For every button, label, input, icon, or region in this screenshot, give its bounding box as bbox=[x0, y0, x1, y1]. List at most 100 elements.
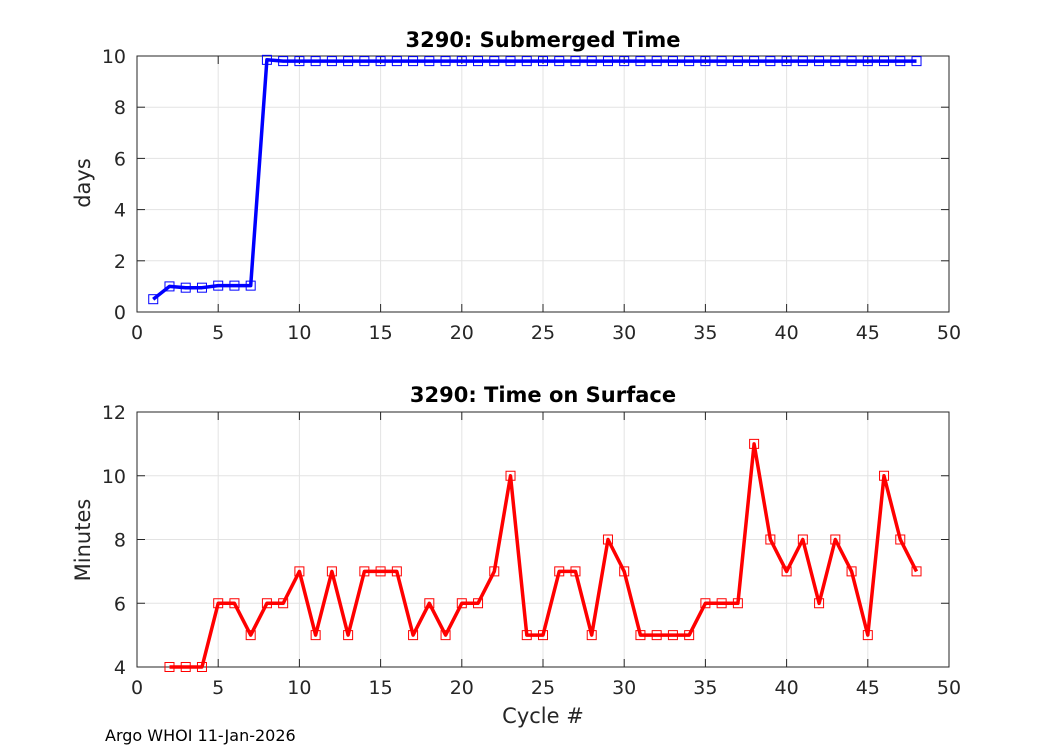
x-tick-label: 50 bbox=[937, 677, 961, 699]
data-point bbox=[310, 56, 321, 67]
y-tick-label: 4 bbox=[114, 657, 126, 679]
data-point bbox=[667, 56, 678, 67]
x-tick-label: 40 bbox=[775, 322, 799, 344]
data-point bbox=[343, 630, 354, 641]
x-tick-label: 20 bbox=[450, 677, 474, 699]
data-point bbox=[570, 56, 581, 67]
data-point bbox=[440, 56, 451, 67]
axes-box bbox=[136, 411, 950, 668]
data-point bbox=[164, 281, 175, 292]
y-tick-label: 6 bbox=[114, 148, 126, 170]
x-tick-label: 15 bbox=[369, 677, 393, 699]
data-point bbox=[830, 534, 841, 545]
y-axis-label: Minutes bbox=[71, 499, 95, 582]
data-point bbox=[408, 56, 419, 67]
data-point bbox=[196, 662, 207, 672]
data-point bbox=[310, 630, 321, 641]
data-point bbox=[196, 282, 207, 293]
data-point bbox=[213, 280, 224, 291]
data-point bbox=[619, 566, 630, 577]
data-point bbox=[765, 56, 776, 67]
data-point bbox=[765, 534, 776, 545]
data-point bbox=[456, 56, 467, 67]
data-point bbox=[879, 56, 890, 67]
data-point bbox=[294, 56, 305, 67]
y-tick-label: 2 bbox=[114, 251, 126, 273]
data-point bbox=[521, 56, 532, 67]
data-point bbox=[359, 56, 370, 67]
data-point bbox=[180, 662, 191, 672]
x-tick-label: 35 bbox=[693, 322, 717, 344]
data-point bbox=[586, 630, 597, 641]
data-point bbox=[505, 470, 516, 481]
data-point bbox=[538, 56, 548, 67]
data-point bbox=[700, 598, 711, 609]
data-point bbox=[862, 630, 873, 641]
data-point bbox=[180, 282, 191, 293]
footer-credit: Argo WHOI 11-Jan-2026 bbox=[105, 726, 296, 745]
data-point bbox=[879, 470, 890, 481]
data-point bbox=[343, 56, 354, 67]
data-point bbox=[554, 56, 565, 67]
y-tick-label: 6 bbox=[114, 593, 126, 615]
x-tick-label: 5 bbox=[212, 322, 224, 344]
data-point bbox=[619, 56, 630, 67]
x-tick-label: 10 bbox=[287, 322, 311, 344]
data-point bbox=[424, 56, 435, 67]
data-point bbox=[538, 630, 548, 641]
data-point bbox=[359, 566, 370, 577]
y-tick-label: 0 bbox=[114, 302, 126, 324]
data-point bbox=[164, 662, 175, 672]
data-point bbox=[635, 56, 646, 67]
data-point bbox=[554, 566, 565, 577]
data-point bbox=[326, 566, 337, 577]
x-tick-label: 0 bbox=[131, 322, 143, 344]
data-point bbox=[749, 438, 760, 449]
x-tick-label: 30 bbox=[612, 677, 636, 699]
data-point bbox=[667, 630, 678, 641]
x-tick-label: 35 bbox=[693, 677, 717, 699]
data-point bbox=[570, 566, 581, 577]
x-tick-label: 45 bbox=[856, 322, 880, 344]
y-tick-label: 10 bbox=[102, 466, 126, 488]
data-point bbox=[375, 566, 386, 577]
data-point bbox=[489, 566, 500, 577]
chart-title: 3290: Time on Surface bbox=[410, 383, 676, 407]
data-point bbox=[473, 598, 484, 609]
data-point bbox=[278, 598, 289, 609]
data-point bbox=[814, 598, 825, 609]
data-point bbox=[830, 56, 841, 67]
data-point bbox=[781, 566, 792, 577]
data-point bbox=[391, 566, 402, 577]
data-point bbox=[586, 56, 597, 67]
data-point bbox=[229, 280, 240, 291]
data-point bbox=[473, 56, 484, 67]
data-point bbox=[846, 566, 857, 577]
data-point bbox=[911, 56, 922, 67]
data-point bbox=[732, 598, 743, 609]
data-point bbox=[440, 630, 451, 641]
series-line bbox=[152, 58, 917, 301]
data-point bbox=[245, 630, 256, 641]
data-point bbox=[814, 56, 825, 67]
x-axis-label: Cycle # bbox=[502, 704, 584, 728]
y-tick-label: 8 bbox=[114, 97, 126, 119]
x-tick-label: 40 bbox=[775, 677, 799, 699]
x-tick-label: 30 bbox=[612, 322, 636, 344]
data-point bbox=[229, 598, 240, 609]
data-point bbox=[391, 56, 402, 67]
data-point bbox=[700, 56, 711, 67]
data-point bbox=[895, 534, 906, 545]
x-tick-label: 25 bbox=[531, 322, 555, 344]
x-tick-label: 5 bbox=[212, 677, 224, 699]
data-point bbox=[797, 56, 808, 67]
data-point bbox=[732, 56, 743, 67]
data-point bbox=[424, 598, 435, 609]
data-point bbox=[245, 280, 256, 291]
data-point bbox=[408, 630, 419, 641]
data-point bbox=[684, 56, 695, 67]
x-tick-label: 20 bbox=[450, 322, 474, 344]
x-tick-label: 50 bbox=[937, 322, 961, 344]
y-tick-label: 4 bbox=[114, 200, 126, 222]
